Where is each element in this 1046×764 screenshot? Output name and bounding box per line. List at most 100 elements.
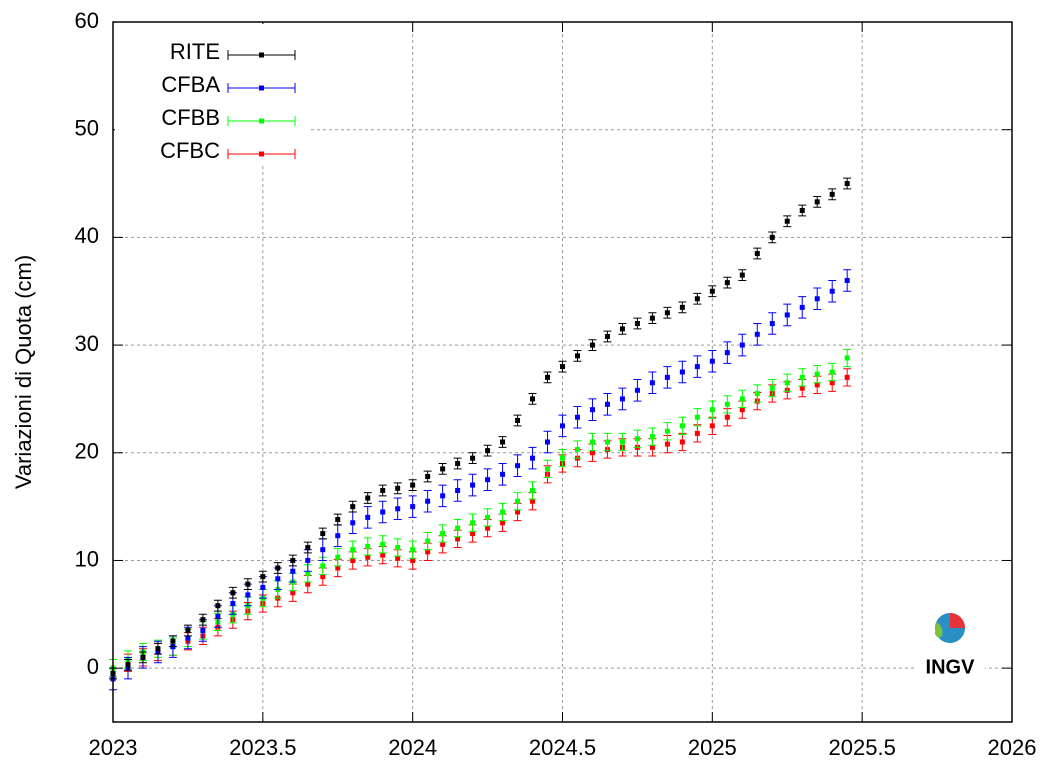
point — [410, 547, 416, 553]
point — [395, 555, 401, 561]
legend-label: CFBC — [160, 138, 220, 163]
point — [829, 380, 835, 386]
point — [485, 448, 491, 454]
point — [515, 509, 521, 515]
point — [709, 358, 715, 364]
point — [724, 401, 730, 407]
point — [455, 487, 461, 493]
point — [290, 568, 296, 574]
point — [335, 533, 341, 539]
point — [799, 385, 805, 391]
x-tick-label: 2024 — [388, 735, 437, 760]
point — [455, 461, 461, 467]
point — [574, 353, 580, 359]
point — [470, 455, 476, 461]
point — [455, 525, 461, 531]
point — [814, 199, 820, 205]
point — [425, 538, 431, 544]
legend-label: CFBB — [161, 105, 220, 130]
point — [694, 364, 700, 370]
point — [380, 487, 386, 493]
point — [560, 423, 565, 429]
point — [664, 310, 670, 316]
point — [574, 414, 580, 420]
point — [724, 414, 730, 420]
point — [155, 646, 161, 652]
point — [709, 407, 715, 413]
y-tick-label: 0 — [87, 654, 99, 679]
y-tick-label: 10 — [75, 546, 99, 571]
point — [305, 545, 311, 551]
point — [395, 485, 401, 491]
point — [679, 423, 685, 429]
point — [739, 342, 745, 348]
point — [784, 380, 790, 386]
point — [769, 385, 775, 391]
x-tick-label: 2026 — [988, 735, 1037, 760]
point — [500, 520, 506, 526]
point — [335, 554, 341, 560]
point — [395, 545, 401, 551]
x-tick-label: 2024.5 — [529, 735, 596, 760]
point — [754, 331, 760, 337]
point — [425, 473, 431, 479]
point — [515, 498, 521, 504]
point — [245, 581, 251, 587]
point — [814, 382, 820, 388]
point — [440, 541, 446, 547]
point — [649, 380, 655, 386]
point — [365, 495, 371, 501]
point — [470, 520, 476, 526]
point — [679, 369, 685, 375]
point — [440, 466, 446, 472]
point — [200, 617, 206, 623]
point — [290, 557, 296, 563]
legend-label: RITE — [170, 39, 220, 64]
point — [380, 509, 386, 515]
point — [470, 531, 476, 537]
legend-marker — [259, 151, 264, 157]
point — [769, 234, 775, 240]
point — [275, 565, 281, 571]
point — [215, 613, 221, 619]
point — [500, 509, 506, 515]
point — [260, 574, 266, 580]
point — [470, 482, 476, 488]
point — [739, 396, 745, 402]
x-tick-label: 2025.5 — [829, 735, 896, 760]
legend-marker — [259, 52, 264, 58]
point — [814, 371, 820, 377]
point — [530, 498, 536, 504]
point — [410, 504, 416, 510]
point — [619, 396, 625, 402]
point — [500, 471, 506, 477]
point — [604, 333, 610, 339]
point — [365, 543, 371, 549]
point — [290, 590, 296, 596]
point — [634, 321, 640, 327]
y-tick-label: 30 — [75, 331, 99, 356]
logo-globe-detail — [935, 622, 943, 638]
point — [844, 355, 850, 361]
point — [589, 342, 595, 348]
point — [425, 498, 431, 504]
point — [545, 374, 551, 380]
point — [545, 466, 551, 472]
point — [589, 450, 595, 456]
point — [305, 557, 311, 563]
point — [724, 280, 730, 286]
x-tick-label: 2025 — [688, 735, 737, 760]
plot-frame — [112, 21, 1013, 723]
point — [515, 417, 521, 423]
point — [350, 547, 356, 553]
point — [320, 574, 326, 580]
point — [440, 531, 446, 537]
point — [380, 541, 386, 547]
point — [125, 662, 131, 668]
point — [664, 441, 670, 447]
legend-background — [115, 24, 311, 164]
point — [589, 407, 595, 413]
point — [245, 592, 251, 598]
point — [739, 407, 745, 413]
point — [739, 272, 745, 278]
